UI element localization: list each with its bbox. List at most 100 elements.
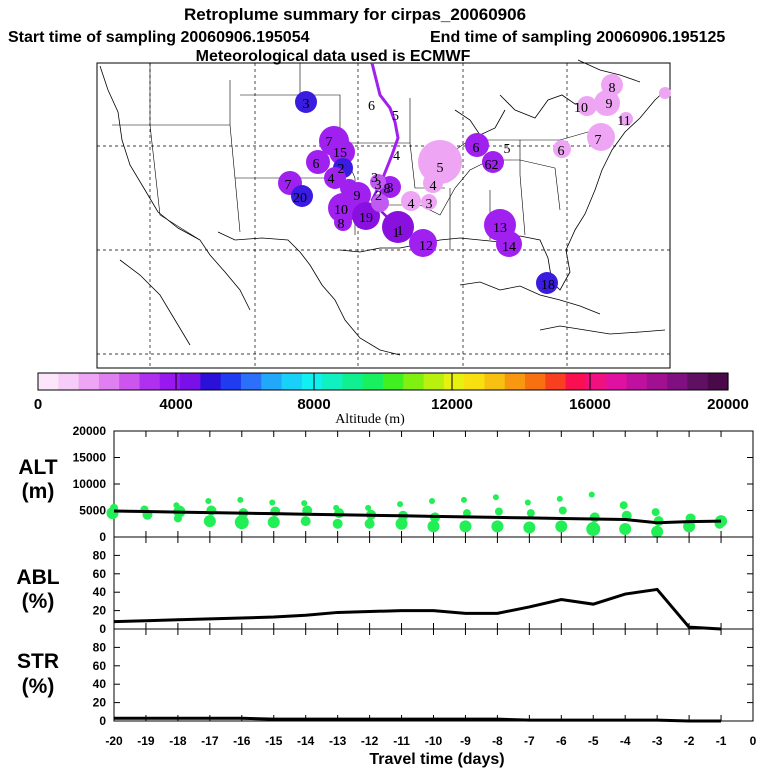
plume-circle <box>577 96 597 116</box>
plume-label: 2 <box>338 162 345 177</box>
plume-circle <box>421 194 437 210</box>
plume-label: 13 <box>493 221 507 236</box>
y-tick-label: 80 <box>93 640 107 654</box>
x-tick-label: -5 <box>588 734 599 748</box>
colorbar-swatch <box>383 373 404 390</box>
plume-label: 14 <box>502 240 516 255</box>
plume-label: 6 <box>558 144 565 159</box>
colorbar-swatch <box>667 373 689 390</box>
abl-frame <box>113 536 754 630</box>
plume-label: 12 <box>419 239 433 254</box>
colorbar-swatch <box>240 373 262 390</box>
colorbar-swatch <box>606 373 628 390</box>
plume-circle <box>423 173 443 193</box>
map-frame <box>96 62 671 369</box>
x-tick-label: -14 <box>297 734 315 748</box>
colorbar-swatch <box>362 373 384 390</box>
colorbar-swatch <box>78 373 100 390</box>
alt-point <box>588 491 595 498</box>
plume-circle <box>401 191 421 211</box>
x-tick-label: -19 <box>137 734 155 748</box>
colorbar-tick-label: 0 <box>34 396 42 413</box>
plume-circle <box>536 272 558 294</box>
plume-circle <box>465 133 489 157</box>
plume-label: 4 <box>430 179 437 194</box>
alt-point <box>619 501 628 510</box>
plume-label: 4 <box>328 172 335 187</box>
alt-point <box>526 509 535 518</box>
plume-label: 1 <box>397 224 404 239</box>
alt-point <box>333 504 340 511</box>
traj-label-5: 5 <box>392 109 399 124</box>
plume-label: 7 <box>285 178 292 193</box>
plume-circle <box>306 150 330 174</box>
plume-label: 8 <box>384 182 391 197</box>
colorbar-swatch <box>525 373 546 390</box>
x-tick-label: -1 <box>716 734 727 748</box>
plume-circle <box>496 231 522 257</box>
x-tick-label: -20 <box>105 734 123 748</box>
x-tick-label: 0 <box>750 734 757 748</box>
y-tick-label: 20 <box>93 604 107 618</box>
alt-point <box>364 518 375 529</box>
colorbar-swatch <box>484 373 506 390</box>
x-tick-label: -10 <box>425 734 443 748</box>
alt-point <box>237 496 244 503</box>
alt-point <box>459 520 472 533</box>
plume-label: 6 <box>313 157 320 172</box>
colorbar-swatch <box>220 373 242 390</box>
plume-label: 19 <box>359 211 373 226</box>
y-tick-label: 10000 <box>73 477 107 491</box>
colorbar-tick-label: 16000 <box>569 396 611 413</box>
colorbar-swatch <box>301 373 323 390</box>
colorbar-tick-label: 4000 <box>159 396 192 413</box>
str-line <box>114 716 722 723</box>
alt-ylabel-1: ALT <box>18 456 57 479</box>
colorbar-swatch <box>58 373 80 390</box>
x-tick-label: -11 <box>393 734 410 748</box>
alt-point <box>460 496 467 503</box>
traj-label-2: 2 <box>375 189 382 204</box>
y-tick-label: 0 <box>99 714 106 728</box>
traj-label-4: 4 <box>393 149 400 164</box>
alt-point <box>491 520 504 533</box>
plume-circle <box>482 151 504 173</box>
x-tick-label: -3 <box>652 734 663 748</box>
plume-circle <box>295 91 317 113</box>
traj-label-6: 6 <box>368 99 375 114</box>
x-tick-label: -12 <box>361 734 379 748</box>
plume-label: 3 <box>303 97 310 112</box>
plume-circle <box>370 174 386 190</box>
x-tick-label: -9 <box>460 734 471 748</box>
abl-panel: 80 60 40 20 0 ABL (%) <box>16 536 754 636</box>
plume-circle <box>659 87 671 99</box>
x-tick-label: -15 <box>265 734 283 748</box>
plume-label: 5 <box>504 142 511 157</box>
alt-point <box>558 506 567 515</box>
alt-point <box>332 518 343 529</box>
plume-label: 4 <box>408 197 415 212</box>
alt-point <box>555 520 568 533</box>
plume-circle <box>418 140 462 184</box>
colorbar-swatch <box>322 373 344 390</box>
alt-point <box>365 504 372 511</box>
colorbar-swatch <box>545 373 567 390</box>
plume-label: 9 <box>606 97 613 112</box>
plume-label: 1 <box>393 226 400 241</box>
colorbar-swatch <box>423 373 445 390</box>
colorbar-swatch <box>200 373 222 390</box>
plume-label: 10 <box>334 203 348 218</box>
x-tick-label: -18 <box>169 734 187 748</box>
colorbar-swatch <box>504 373 526 390</box>
abl-line <box>113 587 722 631</box>
plume-circle <box>587 123 615 151</box>
y-tick-label: 40 <box>93 585 107 599</box>
plume-label: 15 <box>333 146 347 161</box>
plume-circle <box>328 193 358 223</box>
plume-circle <box>334 213 352 231</box>
x-tick-label: -16 <box>233 734 251 748</box>
alt-point <box>683 520 696 533</box>
colorbar-swatch <box>565 373 587 390</box>
colorbar-swatch <box>342 373 364 390</box>
